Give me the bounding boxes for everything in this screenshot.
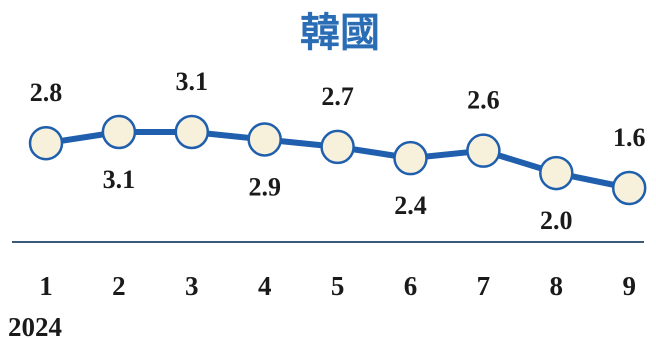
chart-title: 韓國 xyxy=(300,9,380,56)
x-tick-label: 2 xyxy=(112,271,126,301)
x-tick-label: 6 xyxy=(404,271,418,301)
data-point-marker xyxy=(320,129,355,165)
data-label: 2.4 xyxy=(394,191,427,220)
x-tick-label: 5 xyxy=(331,271,345,301)
data-point-marker xyxy=(174,114,210,150)
data-point-marker xyxy=(611,170,647,206)
data-point-marker xyxy=(28,125,64,161)
data-label: 1.6 xyxy=(613,123,646,152)
data-point-marker xyxy=(393,140,428,176)
x-tick-label: 8 xyxy=(550,271,564,301)
data-point-marker xyxy=(101,114,137,150)
data-point-marker xyxy=(539,155,574,191)
x-tick-label: 4 xyxy=(258,271,272,301)
data-label: 2.6 xyxy=(467,86,500,115)
x-group-label: 2024 xyxy=(8,312,62,338)
data-label: 2.9 xyxy=(248,172,281,201)
series-layer: 2.8 3.1 3.1 2.9 2.7 2.4 2.6 2.0 1.6 xyxy=(28,67,647,235)
data-point-marker xyxy=(247,122,282,157)
data-label: 3.1 xyxy=(176,67,209,96)
data-label: 2.7 xyxy=(321,82,354,111)
data-point-marker xyxy=(466,133,501,168)
data-label: 2.8 xyxy=(30,78,63,107)
x-tick-label: 1 xyxy=(39,271,53,301)
x-tick-label: 9 xyxy=(622,271,636,301)
x-tick-layer: 1 2 3 4 5 6 7 8 9 xyxy=(39,271,636,301)
data-label: 2.0 xyxy=(540,206,573,235)
x-tick-label: 7 xyxy=(477,271,491,301)
x-tick-label: 3 xyxy=(185,271,199,301)
data-label: 3.1 xyxy=(103,165,136,194)
